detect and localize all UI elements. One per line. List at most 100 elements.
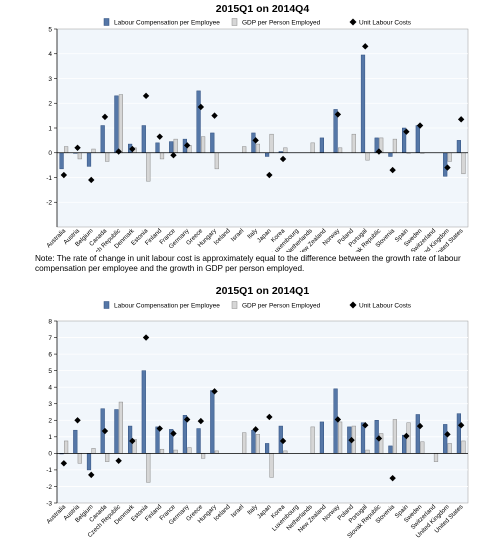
chart2-marker-unit-labour-costs-slovenia bbox=[389, 474, 396, 482]
chart1-bar-labour-compensation-per-employee-japan bbox=[265, 152, 270, 157]
chart1-bar-gdp-per-person-employed-belgium bbox=[91, 148, 96, 154]
chart2-marker-unit-labour-costs-greece bbox=[197, 417, 205, 425]
chart2-bar-gdp-per-person-employed-greece bbox=[201, 453, 206, 459]
chart1-category-label-japan: Japan bbox=[256, 227, 273, 244]
chart1-marker-unit-labour-costs-japan bbox=[266, 171, 273, 179]
chart2-bar-gdp-per-person-employed-czech-republic bbox=[118, 401, 123, 454]
chart1-bar-labour-compensation-per-employee-portugal bbox=[360, 54, 366, 153]
chart1-y-tick-label: 0 bbox=[48, 150, 52, 157]
chart2-legend-unit-labour-costs: Unit Labour Costs bbox=[349, 301, 412, 309]
chart1-marker-unit-labour-costs-hungary bbox=[211, 112, 218, 119]
chart1-legend-marker bbox=[349, 18, 357, 26]
chart1-bar-labour-compensation-per-employee-united-kingdom bbox=[443, 152, 448, 177]
chart2-marker-unit-labour-costs-estonia bbox=[142, 334, 150, 341]
chart1-legend-label: GDP per Person Employed bbox=[242, 19, 321, 26]
chart1-bar-labour-compensation-per-employee-czech-republic bbox=[114, 95, 119, 153]
chart1-bar-labour-compensation-per-employee-slovenia bbox=[388, 152, 393, 157]
chart2-bar-labour-compensation-per-employee-austria bbox=[73, 429, 78, 454]
chart2-marker-unit-labour-costs-hungary bbox=[211, 388, 218, 395]
chart2-bar-gdp-per-person-employed-switzerland bbox=[433, 453, 439, 462]
chart2-legend-label: Unit Labour Costs bbox=[359, 302, 412, 309]
chart1-bar-gdp-per-person-employed-finland bbox=[159, 152, 165, 160]
chart1-bar-labour-compensation-per-employee-sweden bbox=[415, 125, 420, 154]
chart1-bar-gdp-per-person-employed-israel bbox=[242, 146, 247, 153]
chart2-y-tick-label: 4 bbox=[48, 384, 52, 391]
chart1-marker-unit-labour-costs-portugal bbox=[362, 43, 369, 50]
chart2-bar-labour-compensation-per-employee-finland bbox=[155, 426, 160, 454]
chart2-category-label-israel: Israel bbox=[230, 503, 246, 519]
chart1-marker-unit-labour-costs-greece bbox=[197, 103, 205, 111]
chart2-marker-unit-labour-costs-italy bbox=[252, 426, 259, 433]
chart1-marker-unit-labour-costs-belgium bbox=[88, 176, 95, 184]
chart1-marker-unit-labour-costs-sweden bbox=[416, 122, 424, 129]
chart2-bar-gdp-per-person-employed-estonia bbox=[146, 453, 151, 483]
chart2-marker-unit-labour-costs-australia bbox=[60, 460, 68, 467]
chart1-bar-gdp-per-person-employed-united-states bbox=[461, 152, 466, 175]
chart2-marker-unit-labour-costs-france bbox=[170, 430, 177, 437]
chart2-bar-gdp-per-person-employed-slovenia bbox=[392, 419, 397, 454]
chart1-bar-labour-compensation-per-employee-italy bbox=[251, 132, 256, 153]
chart2-bar-gdp-per-person-employed-italy bbox=[255, 434, 260, 454]
chart2-marker-unit-labour-costs-denmark bbox=[129, 437, 136, 445]
chart1-bar-labour-compensation-per-employee-australia bbox=[59, 152, 64, 170]
chart2-y-tick-label: 8 bbox=[48, 318, 52, 325]
chart1-marker-unit-labour-costs-slovenia bbox=[389, 166, 396, 174]
chart1-bar-gdp-per-person-employed-greece bbox=[201, 136, 206, 154]
chart2-marker-unit-labour-costs-sweden bbox=[416, 422, 424, 430]
chart2-marker-unit-labour-costs-germany bbox=[183, 416, 191, 423]
chart1-marker-unit-labour-costs-estonia bbox=[142, 92, 150, 100]
chart1-marker-unit-labour-costs-finland bbox=[156, 133, 163, 140]
chart1-bar-gdp-per-person-employed-poland bbox=[351, 133, 356, 153]
chart2-y-tick-label: 5 bbox=[48, 368, 52, 375]
chart1-bar-labour-compensation-per-employee-finland bbox=[155, 142, 160, 154]
chart1-y-tick-label: 4 bbox=[48, 51, 52, 58]
chart1-y-tick-label: 1 bbox=[48, 125, 52, 132]
chart2-marker-unit-labour-costs-austria bbox=[74, 417, 81, 424]
chart2-bar-labour-compensation-per-employee-sweden bbox=[415, 414, 420, 454]
chart-year-on-year: 2015Q1 on 2014Q1 Labour Compensation per … bbox=[45, 285, 469, 540]
chart1-bar-gdp-per-person-employed-korea bbox=[283, 147, 288, 154]
chart2-bar-gdp-per-person-employed-france bbox=[173, 449, 178, 454]
chart2-bar-labour-compensation-per-employee-czech-republic bbox=[114, 409, 119, 454]
chart2-bar-labour-compensation-per-employee-italy bbox=[251, 429, 256, 454]
chart1-marker-unit-labour-costs-italy bbox=[252, 137, 259, 144]
chart1-legend-swatch bbox=[231, 18, 238, 26]
chart1-bar-gdp-per-person-employed-france bbox=[173, 138, 178, 153]
chart2-marker-unit-labour-costs-united-states bbox=[457, 422, 465, 429]
chart2-legend-gdp-per-person-employed: GDP per Person Employed bbox=[231, 301, 321, 309]
chart1-y-tick-label: 3 bbox=[48, 76, 52, 83]
chart1-bar-labour-compensation-per-employee-france bbox=[169, 141, 174, 154]
chart1-y-tick-label: -1 bbox=[46, 175, 52, 182]
chart2-marker-unit-labour-costs-czech-republic bbox=[115, 457, 122, 465]
chart2-y-tick-label: 1 bbox=[48, 434, 52, 441]
chart2-bar-gdp-per-person-employed-united-states bbox=[461, 440, 466, 454]
chart1-bar-labour-compensation-per-employee-canada bbox=[100, 125, 105, 154]
chart2-bar-gdp-per-person-employed-belgium bbox=[91, 448, 96, 454]
chart1-bar-gdp-per-person-employed-slovenia bbox=[392, 138, 397, 153]
chart1-y-tick-label: 5 bbox=[48, 26, 52, 33]
chart2-y-tick-label: 3 bbox=[48, 401, 52, 408]
chart1-marker-unit-labour-costs-slovak-republic bbox=[375, 148, 383, 155]
chart2-legend-labour-compensation-per-employee: Labour Compensation per Employee bbox=[103, 301, 220, 309]
chart1-bar-gdp-per-person-employed-hungary bbox=[214, 152, 219, 170]
chart2-bar-gdp-per-person-employed-korea bbox=[283, 450, 288, 454]
chart1-marker-unit-labour-costs-austria bbox=[74, 144, 81, 151]
chart2-bar-labour-compensation-per-employee-slovenia bbox=[388, 445, 393, 454]
chart1-bar-gdp-per-person-employed-portugal bbox=[365, 152, 370, 161]
chart1-marker-unit-labour-costs-canada bbox=[101, 113, 109, 121]
chart1-marker-unit-labour-costs-denmark bbox=[129, 145, 136, 153]
chart1-bar-gdp-per-person-employed-czech-republic bbox=[118, 94, 123, 153]
chart2-bar-gdp-per-person-employed-germany bbox=[187, 447, 192, 454]
chart2-y-tick-label: 7 bbox=[48, 335, 52, 342]
chart1-bar-labour-compensation-per-employee-new-zealand bbox=[319, 137, 324, 153]
chart1-marker-unit-labour-costs-norway bbox=[334, 111, 342, 118]
chart2-category-label-japan: Japan bbox=[256, 503, 273, 520]
chart2-y-tick-label: -1 bbox=[46, 467, 52, 474]
chart2-bar-labour-compensation-per-employee-greece bbox=[196, 428, 201, 454]
chart1-marker-unit-labour-costs-france bbox=[170, 152, 177, 159]
chart2-bar-gdp-per-person-employed-norway bbox=[338, 421, 343, 454]
chart2-marker-unit-labour-costs-portugal bbox=[362, 422, 369, 429]
chart1-bar-gdp-per-person-employed-italy bbox=[255, 143, 260, 153]
chart2-bar-gdp-per-person-employed-hungary bbox=[214, 450, 219, 454]
chart2-title: 2015Q1 on 2014Q1 bbox=[216, 285, 310, 297]
